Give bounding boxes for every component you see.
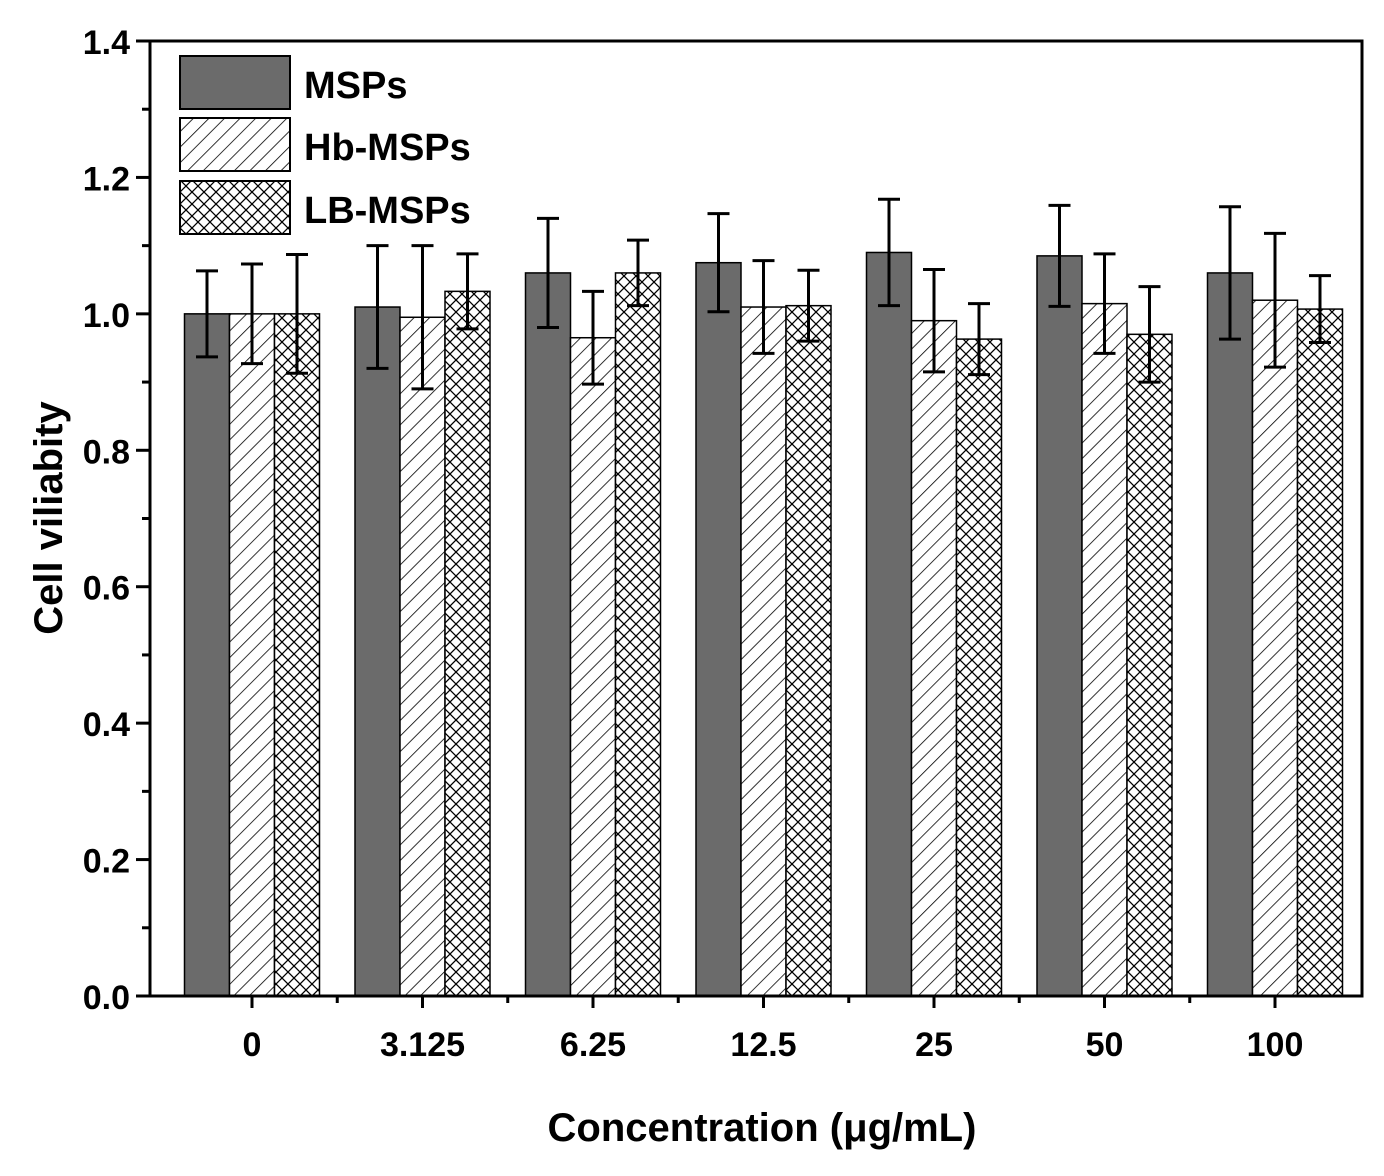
- bar-hb-msps-0: [228, 313, 276, 997]
- y-axis: 0.0 0.2 0.4 0.6 0.8 1.0 1.2 1.4: [83, 24, 150, 1017]
- y-tick-label: 0.8: [83, 433, 130, 471]
- bar-msps-25: [865, 251, 913, 997]
- error-bars-layer: [196, 197, 1331, 391]
- error-bar-hb-msps-100: [1264, 231, 1286, 369]
- bar-lb-msps-25: [955, 338, 1003, 997]
- x-axis: 0 3.125 6.25 12.5 25 50 100: [243, 996, 1304, 1064]
- x-axis-label: Concentration (μg/mL): [548, 1106, 977, 1150]
- error-bar-msps-50: [1048, 203, 1071, 308]
- legend-swatch-msps: [179, 55, 291, 110]
- y-axis-label: Cell viliabity: [27, 401, 71, 635]
- error-bar-msps-12-5: [707, 212, 730, 314]
- bar-msps-6-25: [524, 272, 572, 997]
- x-tick-label-3-125: 3.125: [380, 1026, 465, 1064]
- y-tick-label: 0.0: [83, 979, 130, 1017]
- y-tick-label: 0.6: [83, 570, 130, 608]
- x-tick-label-25: 25: [915, 1026, 953, 1064]
- error-bar-lb-msps-25: [968, 302, 990, 377]
- bar-msps-3-125: [354, 306, 401, 997]
- legend-label-lb-msps: LB-MSPs: [304, 190, 471, 232]
- x-tick-label-12-5: 12.5: [730, 1026, 796, 1064]
- bar-lb-msps-12-5: [785, 304, 832, 997]
- bar-msps-50: [1036, 255, 1083, 997]
- bar-msps-100: [1206, 272, 1254, 997]
- error-bar-msps-6-25: [537, 216, 559, 329]
- error-bar-lb-msps-12-5: [797, 268, 820, 343]
- bar-lb-msps-0: [273, 313, 321, 997]
- bar-lb-msps-50: [1126, 333, 1173, 997]
- error-bar-hb-msps-0: [241, 262, 263, 366]
- bar-msps-0: [183, 313, 231, 997]
- error-bar-hb-msps-50: [1093, 252, 1116, 355]
- bar-hb-msps-12-5: [740, 306, 787, 997]
- bar-lb-msps-100: [1296, 308, 1344, 997]
- y-tick-label: 1.4: [83, 24, 130, 62]
- bar-hb-msps-100: [1251, 299, 1299, 997]
- error-bar-lb-msps-50: [1138, 285, 1161, 384]
- legend-label-msps: MSPs: [304, 65, 407, 107]
- bar-hb-msps-50: [1081, 302, 1128, 997]
- x-tick-label-0: 0: [243, 1026, 262, 1064]
- y-tick-label: 0.4: [83, 706, 130, 744]
- bar-hb-msps-25: [910, 319, 958, 997]
- y-tick-label: 1.2: [83, 160, 130, 198]
- error-bar-lb-msps-100: [1309, 274, 1331, 345]
- legend-label-hb-msps: Hb-MSPs: [304, 127, 471, 169]
- bar-msps-12-5: [695, 261, 742, 997]
- error-bar-msps-100: [1219, 205, 1241, 341]
- error-bar-hb-msps-12-5: [752, 259, 775, 355]
- x-tick-label-50: 50: [1086, 1026, 1124, 1064]
- bar-lb-msps-3-125: [444, 290, 491, 997]
- error-bar-hb-msps-6-25: [582, 289, 604, 386]
- legend-swatch-hb-msps: [179, 117, 291, 172]
- bar-hb-msps-3-125: [399, 316, 446, 997]
- bar-lb-msps-6-25: [614, 272, 662, 997]
- error-bar-msps-3-125: [366, 244, 389, 370]
- error-bar-hb-msps-25: [923, 268, 945, 374]
- y-tick-label: 0.2: [83, 843, 130, 881]
- error-bar-lb-msps-0: [286, 253, 308, 375]
- x-tick-label-6-25: 6.25: [560, 1026, 626, 1064]
- error-bar-lb-msps-6-25: [627, 238, 649, 308]
- error-bar-hb-msps-3-125: [411, 244, 434, 391]
- legend-swatch-lb-msps: [179, 180, 291, 235]
- bars-layer: [183, 251, 1344, 997]
- y-tick-label: 1.0: [83, 297, 130, 335]
- legend: MSPs Hb-MSPs LB-MSPs: [179, 55, 471, 235]
- x-tick-label-100: 100: [1247, 1026, 1304, 1064]
- error-bar-msps-0: [196, 269, 218, 359]
- bar-hb-msps-6-25: [569, 336, 617, 997]
- error-bar-lb-msps-3-125: [456, 252, 479, 331]
- error-bar-msps-25: [878, 197, 900, 308]
